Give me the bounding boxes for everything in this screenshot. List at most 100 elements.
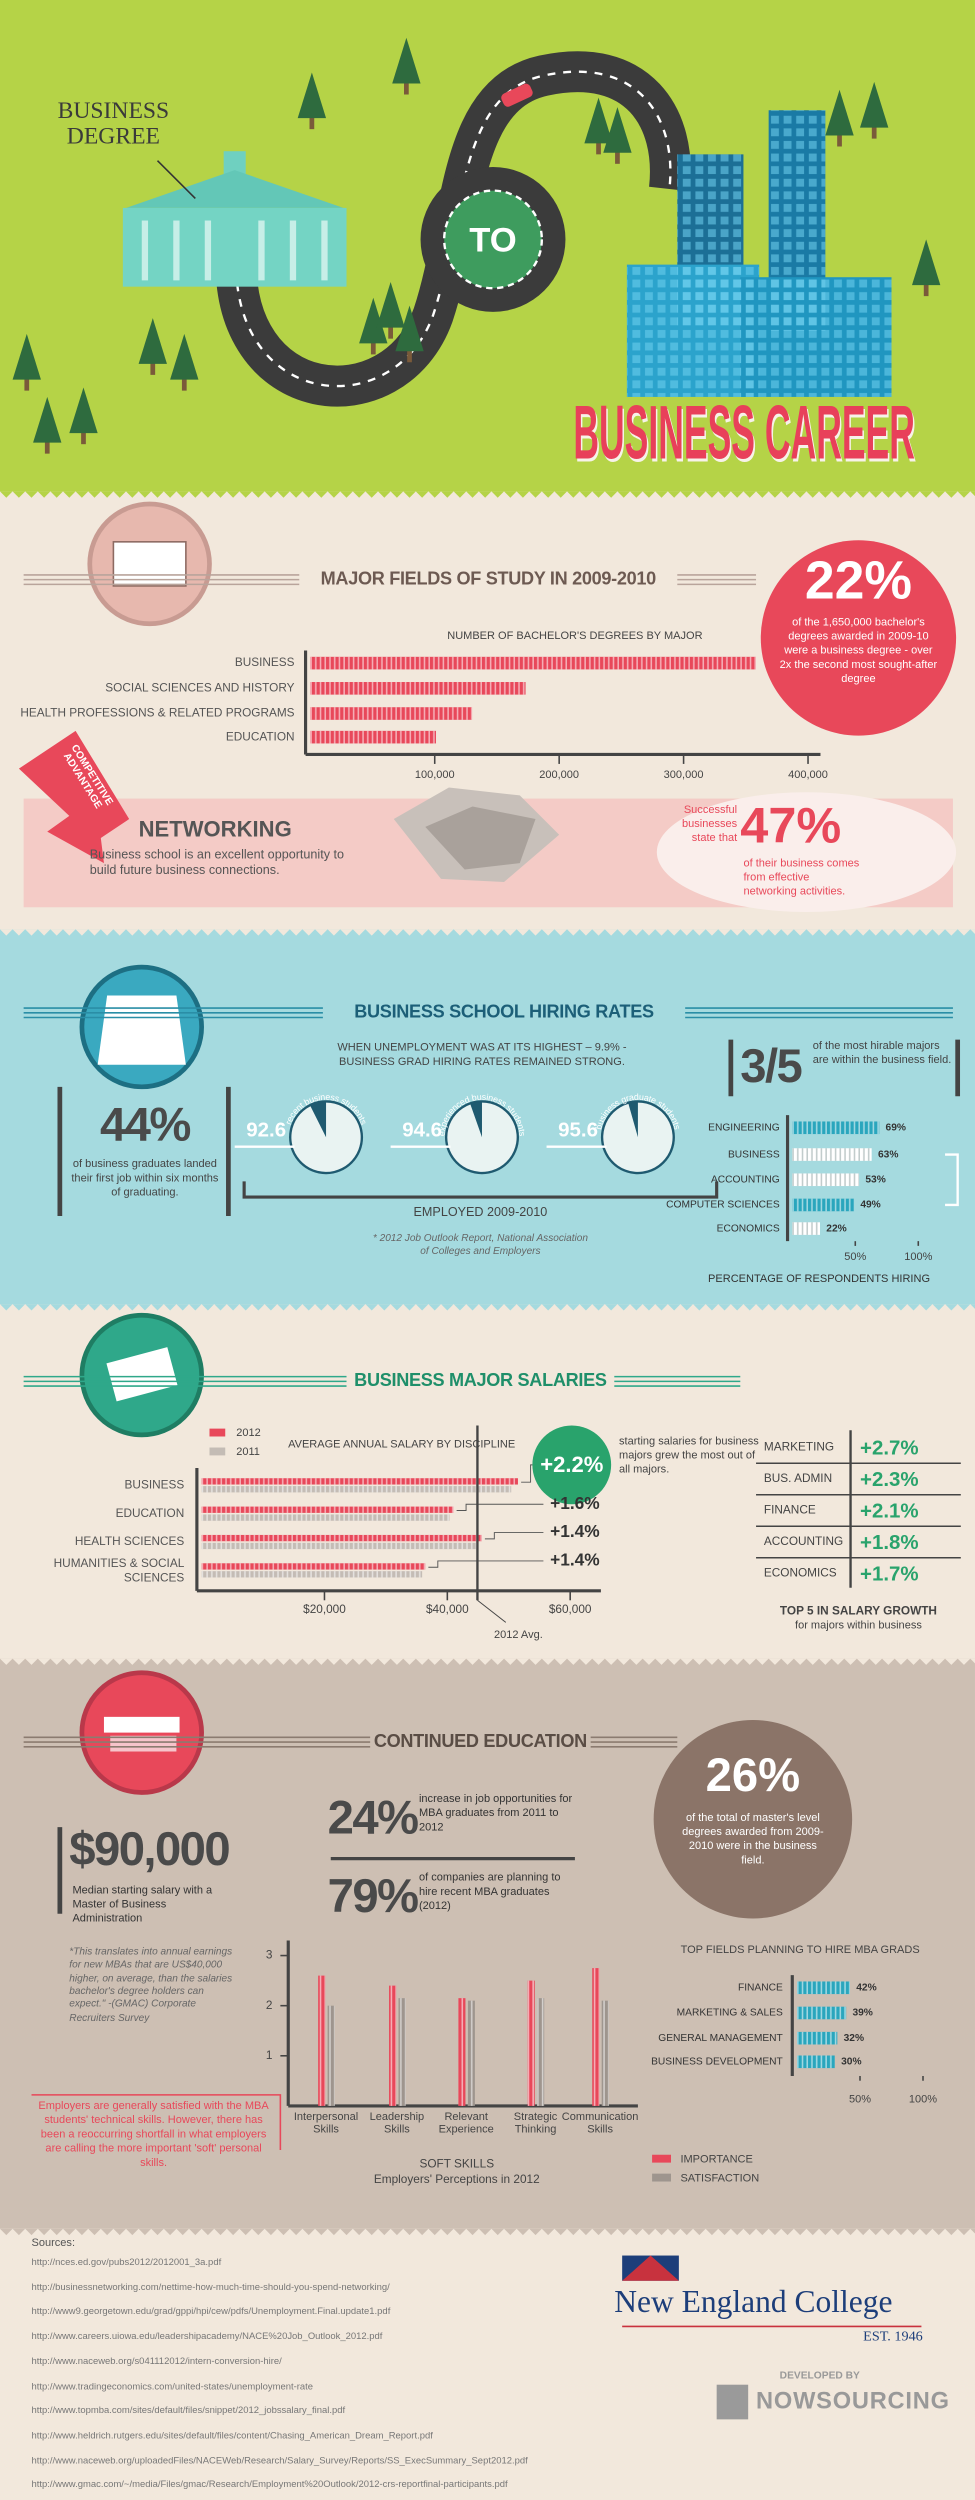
bar-texture bbox=[318, 1975, 326, 2106]
legend-label: 2011 bbox=[236, 1446, 260, 1458]
bar-texture bbox=[592, 1968, 600, 2106]
table-label: FINANCE bbox=[764, 1503, 816, 1517]
category-label: BUSINESS bbox=[728, 1149, 780, 1160]
column bbox=[258, 220, 265, 281]
zigzag bbox=[0, 1658, 975, 1665]
pie-caption: EMPLOYED 2009-2010 bbox=[413, 1204, 548, 1220]
category-label: FINANCE bbox=[738, 1982, 783, 1993]
ratio-text: of the most hirable majors are within th… bbox=[812, 1041, 952, 1067]
y-tick-label: 3 bbox=[266, 1948, 273, 1962]
category-label: ENGINEERING bbox=[708, 1122, 780, 1133]
column bbox=[321, 220, 328, 281]
category-label: ACCOUNTING bbox=[711, 1174, 780, 1185]
legend-swatch bbox=[652, 2154, 671, 2163]
developer: NOWSOURCING bbox=[756, 2387, 950, 2415]
chart-subtitle: Employers' Perceptions in 2012 bbox=[373, 2172, 540, 2187]
icon-book bbox=[112, 541, 187, 587]
bar-texture bbox=[601, 2000, 609, 2106]
legend-label: IMPORTANCE bbox=[680, 2153, 752, 2165]
salary-note: *This translates into annual earnings fo… bbox=[69, 1946, 233, 2024]
legend-swatch bbox=[652, 2173, 671, 2182]
section-title: BUSINESS MAJOR SALARIES bbox=[354, 1371, 607, 1391]
x-tick-label: 50% bbox=[849, 2094, 871, 2106]
pie-slice bbox=[603, 1102, 673, 1172]
stat-text: increase in job opportunities for MBA gr… bbox=[418, 1794, 573, 1834]
pie-slice bbox=[291, 1102, 361, 1172]
table-value: +1.8% bbox=[860, 1531, 919, 1554]
legend-label: SATISFACTION bbox=[680, 2172, 759, 2184]
table-title: TOP 5 IN SALARY GROWTH bbox=[779, 1603, 937, 1618]
tree bbox=[395, 305, 424, 352]
bracket bbox=[242, 1181, 719, 1199]
growth-label: +1.6% bbox=[550, 1493, 600, 1513]
bar-texture bbox=[792, 1148, 872, 1161]
bar-texture bbox=[458, 1998, 466, 2106]
car bbox=[501, 83, 533, 107]
stat-circle bbox=[653, 1720, 853, 1919]
tree bbox=[170, 333, 199, 380]
tree-trunk bbox=[370, 341, 376, 355]
value-label: 42% bbox=[856, 1982, 876, 1993]
tree-trunk bbox=[181, 378, 187, 391]
category-label: BUSINESS bbox=[235, 655, 295, 669]
category-label: HEALTH PROFESSIONS & RELATED PROGRAMS bbox=[20, 706, 294, 720]
bar-texture bbox=[797, 2031, 838, 2045]
legend-swatch bbox=[209, 1428, 226, 1437]
value-label: 32% bbox=[844, 2033, 864, 2044]
bar-texture bbox=[201, 1571, 423, 1578]
windows bbox=[626, 264, 760, 397]
growth-label: +1.4% bbox=[550, 1550, 600, 1570]
source: http://www9.georgetown.edu/grad/gppi/hpi… bbox=[31, 2308, 391, 2318]
zigzag bbox=[0, 929, 975, 936]
category-label: Interpersonal Skills bbox=[293, 2112, 359, 2136]
bar-texture bbox=[792, 1173, 860, 1187]
connector bbox=[428, 1560, 544, 1568]
stat-value: 24% bbox=[327, 1792, 419, 1845]
salary-note: starting salaries for business majors gr… bbox=[619, 1436, 759, 1477]
bar-texture bbox=[467, 2000, 475, 2106]
stat-bubble bbox=[656, 792, 957, 912]
source: http://nces.ed.gov/pubs2012/2012001_3a.p… bbox=[31, 2258, 222, 2269]
table-label: ACCOUNTING bbox=[764, 1534, 843, 1548]
y-tick-label: 2 bbox=[266, 1998, 273, 2012]
bar-texture bbox=[201, 1514, 450, 1521]
stat-text: of business graduates landed their first… bbox=[71, 1159, 219, 1199]
category-label: COMPUTER SCIENCES bbox=[666, 1200, 780, 1211]
zigzag bbox=[0, 491, 975, 498]
stat-text: of the 1,650,000 bachelor's degrees awar… bbox=[779, 617, 938, 686]
x-tick-label: 200,000 bbox=[539, 769, 579, 781]
tree bbox=[297, 72, 327, 119]
category-label: Communication Skills bbox=[561, 2112, 639, 2136]
tree-trunk bbox=[150, 362, 156, 375]
zigzag bbox=[0, 1304, 975, 1311]
header-label: BUSINESS DEGREE bbox=[57, 99, 170, 150]
bar-texture bbox=[792, 1198, 855, 1212]
pointer bbox=[156, 160, 196, 200]
tree bbox=[911, 239, 941, 286]
intro: WHEN UNEMPLOYMENT WAS AT ITS HIGHEST – 9… bbox=[337, 1042, 627, 1069]
stat-value: 22% bbox=[804, 551, 913, 612]
source: http://www.naceweb.org/s041112012/intern… bbox=[31, 2357, 282, 2368]
pie-value: 94.6 bbox=[402, 1118, 442, 1141]
bar-texture bbox=[310, 730, 436, 744]
tree-trunk bbox=[596, 141, 601, 155]
tree-trunk bbox=[404, 81, 409, 95]
category-label: Strategic Thinking bbox=[513, 2112, 558, 2136]
value-label: 63% bbox=[878, 1149, 898, 1160]
x-tick-label: 100,000 bbox=[415, 769, 455, 781]
handshake bbox=[425, 806, 536, 870]
bar-texture bbox=[201, 1542, 478, 1550]
bar-texture bbox=[537, 1998, 545, 2106]
logo-n bbox=[716, 2384, 749, 2420]
tree bbox=[138, 318, 167, 364]
table-value: +1.7% bbox=[860, 1563, 919, 1586]
sources: http://nces.ed.gov/pubs2012/2012001_3a.p… bbox=[32, 2252, 528, 2499]
x-tick-label: 100% bbox=[904, 1251, 932, 1263]
column bbox=[204, 220, 212, 281]
table-value: +2.7% bbox=[860, 1436, 919, 1459]
chart-title: NUMBER OF BACHELOR'S DEGREES BY MAJOR bbox=[447, 630, 702, 642]
bar-texture bbox=[527, 1980, 535, 2106]
pie-value: 95.6 bbox=[558, 1118, 598, 1141]
